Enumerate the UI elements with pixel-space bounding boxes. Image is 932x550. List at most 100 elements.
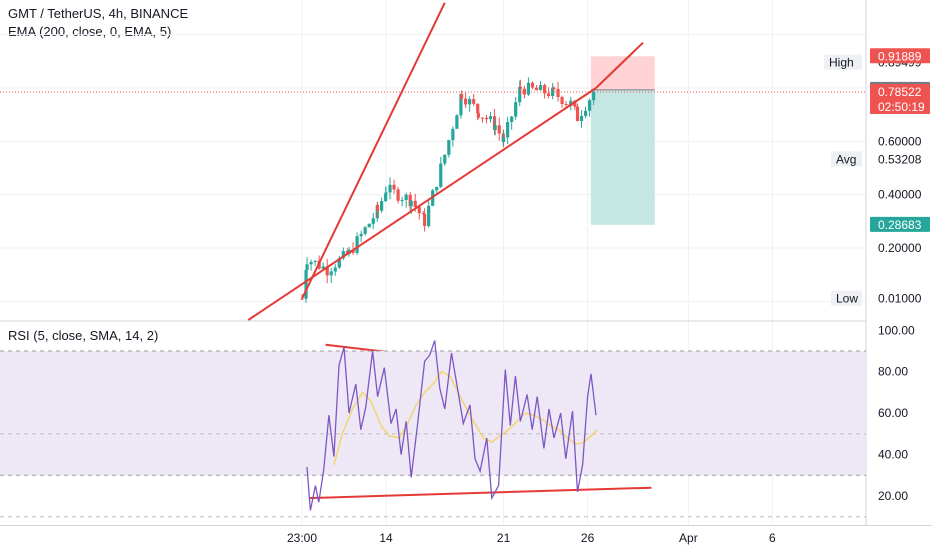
last-price-tag-countdown: 02:50:19 — [878, 100, 925, 114]
candle-body-56 — [497, 125, 501, 134]
candle-body-32 — [413, 200, 417, 207]
candle-body-14 — [351, 249, 355, 253]
rsi-pane — [0, 340, 866, 518]
candle-body-47 — [468, 99, 472, 105]
candle-body-50 — [476, 113, 480, 118]
candle-body-45 — [460, 94, 464, 99]
candle-63 — [518, 79, 522, 95]
candle-body-33 — [417, 206, 421, 214]
candle-body-9 — [333, 267, 337, 272]
candle-body-3 — [309, 261, 313, 265]
rsi-trendline-1[interactable] — [308, 486, 652, 500]
candle-82 — [588, 98, 592, 117]
candle-18 — [367, 223, 371, 228]
candle-15 — [355, 232, 359, 255]
candle-body-68 — [538, 85, 543, 91]
avg-tag-value: 0.53208 — [878, 152, 922, 166]
candle-68 — [538, 80, 543, 91]
target-tag-value: 0.28683 — [878, 218, 922, 232]
candle-50 — [476, 112, 480, 120]
candle-74 — [560, 95, 564, 108]
candle-body-38 — [435, 186, 439, 191]
candle-body-63 — [518, 86, 522, 89]
candle-body-22 — [380, 201, 384, 211]
candle-body-42 — [451, 128, 455, 141]
candle-19 — [371, 212, 375, 230]
candle-80 — [579, 110, 584, 128]
candle-7 — [325, 258, 329, 284]
candle-22 — [380, 197, 384, 213]
time-tick-label-1: 14 — [379, 531, 393, 545]
candle-58 — [502, 130, 506, 147]
candle-body-17 — [363, 227, 367, 234]
last-price-tag-box — [870, 83, 930, 114]
price-axis[interactable]: 0.20000 0.40000 0.60000 20.00 40.00 60.00 80.0… — [824, 0, 932, 525]
candle-body-0 — [300, 298, 304, 300]
candle-body-10 — [337, 258, 341, 268]
candle-body-49 — [476, 103, 480, 114]
candle-body-41 — [447, 140, 451, 155]
candle-83 — [592, 89, 596, 106]
stop-tag-box — [870, 48, 930, 64]
candle-51 — [480, 117, 485, 123]
candle-29 — [404, 192, 408, 208]
chart-title: GMT / TetherUS, 4h, BINANCE — [8, 6, 189, 21]
candle-81 — [583, 106, 588, 119]
candle-8 — [329, 267, 333, 283]
candle-body-15 — [355, 236, 359, 253]
candle-body-64 — [522, 88, 527, 95]
candle-24 — [384, 186, 388, 201]
price-trendline-1[interactable] — [301, 2, 446, 300]
candle-body-30 — [408, 194, 412, 207]
candle-3 — [309, 259, 313, 271]
candle-body-78 — [573, 100, 577, 107]
low-tag-box — [870, 290, 930, 306]
price-tick-label-1: 0.40000 — [878, 188, 922, 202]
candle-body-29 — [404, 194, 408, 200]
last-price-tag-value: 0.78522 — [878, 85, 922, 99]
target-tag-box — [870, 216, 930, 232]
candle-40 — [443, 154, 447, 166]
candle-body-11 — [341, 251, 345, 259]
time-tick-label-2: 21 — [497, 531, 511, 545]
rsi-indicator-label: RSI (5, close, SMA, 14, 2) — [8, 328, 159, 343]
high-tag-label: High — [829, 56, 854, 70]
candle-33 — [417, 205, 421, 220]
candle-body-26 — [392, 184, 396, 190]
candle-64 — [522, 85, 527, 99]
candle-67 — [534, 85, 539, 91]
candle-body-65 — [526, 82, 531, 95]
rsi-band — [0, 351, 866, 476]
candle-body-51 — [480, 117, 485, 119]
candle-body-72 — [552, 87, 556, 89]
candle-body-59 — [506, 122, 510, 138]
candle-body-44 — [459, 94, 463, 116]
candle-body-7 — [325, 266, 329, 276]
price-trendline-2[interactable] — [595, 41, 644, 89]
rsi-tick-label-4: 100.00 — [878, 323, 915, 337]
candle-73 — [556, 81, 560, 102]
candle-body-70 — [547, 93, 551, 97]
candle-body-82 — [588, 100, 592, 111]
candle-body-80 — [579, 115, 584, 122]
candle-body-34 — [421, 213, 425, 215]
time-axis[interactable]: 23:00 14 21 26 Apr 6 — [287, 531, 776, 545]
stop-tag-value: 0.91889 — [878, 49, 922, 63]
candle-body-75 — [564, 103, 568, 105]
candle-body-27 — [396, 189, 400, 201]
candle-45 — [460, 90, 464, 102]
candle-27 — [396, 186, 400, 204]
price-trendline-0[interactable] — [247, 87, 597, 321]
candle-36 — [427, 198, 431, 228]
candle-body-52 — [484, 117, 489, 120]
candle-53 — [488, 111, 493, 123]
low-tag-value: 0.01000 — [878, 292, 922, 306]
candle-54 — [492, 108, 497, 136]
candle-26 — [392, 179, 396, 194]
candle-body-60 — [510, 116, 514, 123]
candle-body-46 — [464, 98, 468, 105]
candle-body-4 — [313, 260, 317, 262]
candle-body-66 — [530, 82, 535, 88]
candle-60 — [510, 115, 514, 130]
